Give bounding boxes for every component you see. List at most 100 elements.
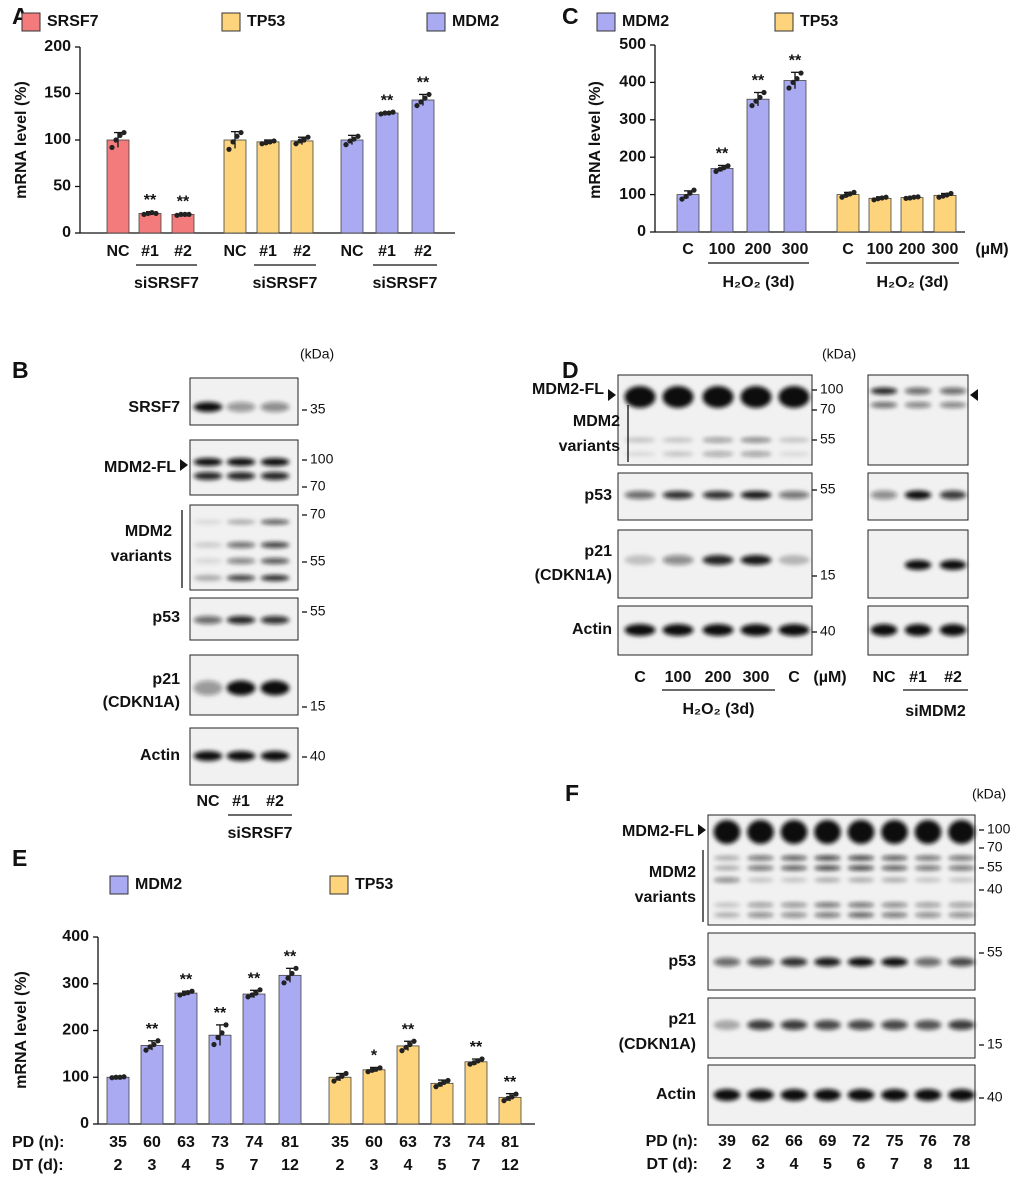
replicate-point <box>249 992 255 998</box>
row-label: Actin <box>572 621 612 638</box>
x-tick-label: NC <box>223 243 247 260</box>
row-label: p21 <box>668 1011 696 1028</box>
x-row-value: 5 <box>823 1156 832 1173</box>
row-label: (CDKN1A) <box>103 694 180 711</box>
band <box>662 624 694 636</box>
band <box>939 387 967 395</box>
replicate-point <box>234 133 240 139</box>
row-label: MDM2-FL <box>532 381 604 398</box>
row-label: MDM2-FL <box>622 823 694 840</box>
replicate-point <box>297 138 303 144</box>
band <box>662 555 694 565</box>
replicate-point <box>289 970 295 977</box>
x-tick-label: 300 <box>782 241 809 258</box>
band <box>814 855 841 861</box>
band <box>814 912 841 918</box>
x-row-label: DT (d): <box>646 1156 698 1173</box>
band <box>780 820 808 844</box>
x-row-value: 60 <box>365 1134 383 1151</box>
band <box>702 437 734 443</box>
x-tick-label: NC <box>340 243 364 260</box>
band <box>948 865 975 871</box>
lane-label: NC <box>196 793 220 810</box>
band <box>193 616 223 624</box>
band <box>948 957 975 967</box>
replicate-point <box>798 70 804 76</box>
replicate-point <box>940 193 946 199</box>
bar <box>464 1061 488 1125</box>
bar <box>242 993 266 1125</box>
marker-label: 40 <box>820 623 836 639</box>
replicate-point <box>422 95 428 101</box>
replicate-point <box>121 1074 127 1080</box>
x-row-value: 4 <box>790 1156 799 1173</box>
marker-label: 40 <box>310 748 326 764</box>
replicate-point <box>181 990 187 997</box>
x-row-value: 3 <box>148 1157 157 1174</box>
band <box>870 490 898 500</box>
band <box>914 865 942 871</box>
replicate-point <box>219 1030 225 1036</box>
band <box>847 855 875 861</box>
band <box>747 855 774 861</box>
row-label: Actin <box>656 1086 696 1103</box>
band <box>740 451 772 457</box>
replicate-point <box>475 1058 481 1064</box>
significance: ** <box>214 1005 227 1022</box>
x-row-value: 76 <box>919 1133 937 1150</box>
x-tick-label: #1 <box>378 243 396 260</box>
replicate-point <box>944 192 950 198</box>
band <box>740 624 772 636</box>
replicate-point <box>390 109 396 115</box>
y-tick-label: 400 <box>619 74 646 91</box>
band <box>193 542 223 548</box>
bar <box>710 168 734 233</box>
band <box>780 865 808 871</box>
replicate-point <box>513 1091 519 1097</box>
replicate-point <box>509 1094 515 1100</box>
panel-label: F <box>565 780 579 806</box>
bar <box>375 112 399 234</box>
band <box>713 957 741 967</box>
replicate-point <box>467 1061 473 1067</box>
significance: ** <box>284 949 297 966</box>
band <box>260 519 290 525</box>
bar <box>430 1082 454 1125</box>
replicate-point <box>141 211 147 217</box>
x-row-value: 8 <box>924 1156 933 1173</box>
band <box>226 751 256 761</box>
replicate-point <box>351 136 357 142</box>
band <box>780 957 808 967</box>
significance: ** <box>752 73 765 90</box>
band <box>881 1020 908 1030</box>
band <box>702 491 734 499</box>
band <box>814 957 841 967</box>
band <box>624 624 656 636</box>
marker-label: 55 <box>310 603 326 619</box>
replicate-point <box>851 189 857 195</box>
legend-swatch <box>221 12 241 32</box>
replicate-point <box>263 140 269 146</box>
replicate-point <box>426 91 432 98</box>
band <box>778 437 810 443</box>
replicate-point <box>373 1066 379 1072</box>
x-row-value: 35 <box>331 1134 349 1151</box>
replicate-point <box>177 992 183 998</box>
band <box>193 458 223 466</box>
row-label: MDM2 <box>125 523 172 540</box>
band <box>193 751 223 761</box>
x-row-value: 3 <box>756 1156 765 1173</box>
replicate-point <box>117 1074 123 1080</box>
legend-label: MDM2 <box>452 13 499 30</box>
replicate-point <box>305 134 311 140</box>
panel-label: E <box>12 845 27 871</box>
replicate-point <box>713 168 719 175</box>
legend-swatch <box>596 12 616 32</box>
panel-label: D <box>562 357 579 383</box>
band <box>260 542 290 548</box>
band <box>713 912 741 918</box>
band <box>914 855 942 861</box>
x-row-value: 7 <box>890 1156 899 1173</box>
row-label: p53 <box>584 487 612 504</box>
x-row-value: 7 <box>250 1157 259 1174</box>
